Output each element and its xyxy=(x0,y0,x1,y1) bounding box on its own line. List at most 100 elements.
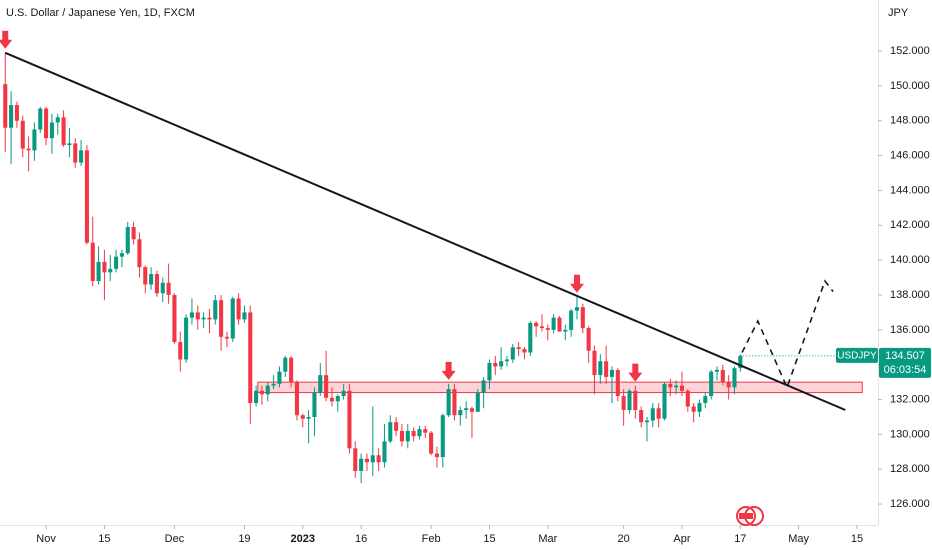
candle-body xyxy=(434,453,439,458)
candle-body xyxy=(691,406,696,412)
candle-body xyxy=(318,375,323,393)
candle-body xyxy=(312,392,317,417)
candle-body xyxy=(382,441,387,463)
candle-body xyxy=(259,390,264,395)
x-tick-label: Dec xyxy=(165,533,185,545)
y-tick-label: 136.000 xyxy=(890,324,930,336)
y-tick-label: 130.000 xyxy=(890,428,930,440)
candle-body xyxy=(131,227,136,240)
candle-body xyxy=(114,256,119,269)
candle-body xyxy=(90,242,95,282)
candle-body xyxy=(306,416,311,419)
support-zone xyxy=(257,381,863,394)
candle-body xyxy=(417,429,422,437)
candle-body xyxy=(219,300,224,337)
candle-body xyxy=(475,392,480,412)
candle-body xyxy=(364,458,369,463)
candle-body xyxy=(172,294,177,343)
candle-body xyxy=(668,383,673,388)
candle-body xyxy=(423,429,428,433)
x-tick-label: 19 xyxy=(238,533,250,545)
candle-body xyxy=(102,261,107,273)
candle-body xyxy=(732,368,737,388)
candle-body xyxy=(569,310,574,330)
candle-body xyxy=(598,361,603,376)
candle-body xyxy=(405,430,410,442)
down-arrow xyxy=(628,363,643,382)
candle-body xyxy=(335,396,340,402)
currency-label: JPY xyxy=(888,7,909,19)
countdown-label: 06:03:54 xyxy=(884,364,927,376)
y-tick-label: 146.000 xyxy=(890,150,930,162)
candle-body xyxy=(674,385,679,388)
candle-body xyxy=(44,108,49,139)
last-price-label: 134.507 xyxy=(885,350,925,362)
x-tick-label: Feb xyxy=(422,533,441,545)
candle-body xyxy=(3,84,8,128)
x-tick-label: Nov xyxy=(36,533,56,545)
candle-body xyxy=(294,382,299,416)
candle-body xyxy=(20,120,25,149)
chart-title: U.S. Dollar / Japanese Yen, 1D, FXCM xyxy=(6,7,195,19)
candle-body xyxy=(522,349,527,353)
logo xyxy=(736,506,764,526)
y-tick-label: 142.000 xyxy=(890,219,930,231)
candle-body xyxy=(621,396,626,410)
y-tick-label: 148.000 xyxy=(890,115,930,127)
candle-body xyxy=(125,227,130,254)
price-tag xyxy=(879,347,931,378)
y-tick-label: 138.000 xyxy=(890,289,930,301)
x-tick-label: 17 xyxy=(734,533,746,545)
candle-body xyxy=(464,408,469,410)
candle-body xyxy=(108,268,113,273)
y-tick-label: 132.000 xyxy=(890,393,930,405)
candle-body xyxy=(446,389,451,416)
candle-body xyxy=(178,342,183,360)
candle-body xyxy=(359,458,364,471)
candle-body xyxy=(149,274,154,285)
x-tick-label: 15 xyxy=(851,533,863,545)
projection-path xyxy=(741,279,834,390)
candle-body xyxy=(580,307,585,329)
candle-body xyxy=(685,390,690,407)
candle-body xyxy=(213,300,218,320)
symbol-tag xyxy=(836,347,878,363)
candle-body xyxy=(300,415,305,419)
down-arrow xyxy=(441,361,456,380)
candle-body xyxy=(277,371,282,384)
candle-body xyxy=(329,397,334,402)
candle-body xyxy=(9,105,14,128)
candle-body xyxy=(481,380,486,393)
candle-body xyxy=(265,385,270,395)
candle-body xyxy=(166,282,171,295)
candle-body xyxy=(714,369,720,372)
candle-body xyxy=(633,390,638,410)
candle-body xyxy=(557,317,562,332)
candle-body xyxy=(14,105,19,121)
candle-body xyxy=(248,312,253,404)
candle-body xyxy=(493,362,498,367)
candle-body xyxy=(224,336,229,339)
candle-body xyxy=(55,117,60,123)
candle-body xyxy=(189,312,194,318)
y-tick-label: 140.000 xyxy=(890,254,930,266)
candle-body xyxy=(370,455,375,463)
candle-body xyxy=(458,409,463,416)
candle-body xyxy=(160,282,165,294)
x-tick-label: May xyxy=(788,533,809,545)
candle-body xyxy=(510,347,515,360)
candle-body xyxy=(487,362,492,381)
y-tick-label: 126.000 xyxy=(890,498,930,510)
candle-body xyxy=(662,383,667,419)
candle-body xyxy=(49,122,54,139)
candle-body xyxy=(96,261,101,282)
candle-body xyxy=(61,117,66,146)
candle-body xyxy=(154,274,159,294)
candle-body xyxy=(726,382,731,388)
candle-body xyxy=(353,448,358,471)
candle-body xyxy=(697,403,702,412)
candle-body xyxy=(324,375,329,398)
candle-body xyxy=(609,369,615,377)
